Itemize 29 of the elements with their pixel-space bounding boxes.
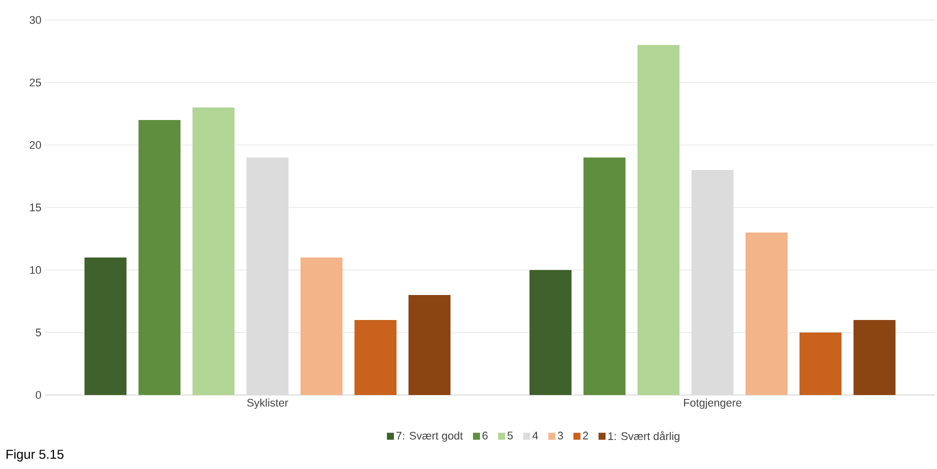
bar [408, 295, 451, 395]
legend-label: 6 [482, 432, 488, 440]
bar [638, 44, 680, 395]
bar [530, 270, 572, 395]
bar [800, 332, 842, 395]
bar [192, 108, 234, 395]
bar [84, 258, 126, 395]
y-tick-label: 10 [30, 266, 42, 274]
x-tick-label: Fotgjengere [684, 398, 742, 409]
x-tick-label: Syklister [247, 398, 288, 409]
bar [584, 158, 626, 395]
legend-label: 2 [582, 432, 588, 440]
bar [354, 320, 397, 395]
legend-label: 4 [532, 432, 538, 440]
y-tick-label: 20 [30, 141, 42, 149]
legend-label: 1: Svært dårlig [608, 431, 680, 442]
y-tick-label: 5 [36, 328, 41, 336]
bar [300, 258, 343, 395]
bar [138, 120, 181, 395]
legend-label: 5 [508, 432, 513, 440]
bar [854, 320, 896, 395]
text: Figur 5.15 [6, 449, 64, 462]
y-tick-label: 0 [36, 391, 42, 399]
y-tick-label: 30 [30, 16, 42, 24]
legend-label: 3 [558, 432, 563, 440]
legend-label: 7: Svært godt [396, 432, 463, 442]
y-tick-label: 25 [30, 78, 41, 86]
y-tick-label: 15 [30, 204, 41, 212]
bar [746, 232, 788, 395]
